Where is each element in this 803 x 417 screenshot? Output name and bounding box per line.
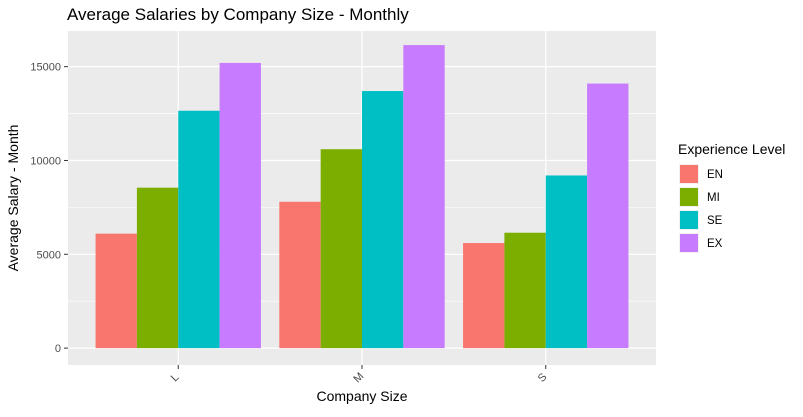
legend-swatch-ex xyxy=(680,234,698,252)
y-tick-label: 15000 xyxy=(30,62,61,74)
bar-se-s xyxy=(545,175,588,349)
bar-mi-l xyxy=(136,187,179,349)
y-tick-label: 0 xyxy=(55,343,61,355)
y-axis: 0 5000 10000 15000 xyxy=(30,62,68,355)
bar-se-l xyxy=(178,110,220,349)
x-tick-label: M xyxy=(351,370,366,385)
bar-ex-m xyxy=(403,45,445,349)
legend-swatch-en xyxy=(680,165,698,183)
bar-en-l xyxy=(95,233,137,349)
bar-se-m xyxy=(362,91,404,349)
bar-ex-l xyxy=(219,62,261,349)
y-tick-label: 10000 xyxy=(30,155,61,167)
legend-title: Experience Level xyxy=(678,141,785,157)
x-axis-title: Company Size xyxy=(316,388,407,404)
legend-label-en: EN xyxy=(707,169,723,181)
legend: Experience Level EN MI SE EX xyxy=(678,141,785,253)
bar-en-m xyxy=(279,201,321,349)
bar-mi-s xyxy=(504,232,546,349)
y-axis-title: Average Salary - Month xyxy=(5,125,21,272)
y-tick-label: 5000 xyxy=(37,249,61,261)
x-tick-label: L xyxy=(169,371,182,384)
legend-label-se: SE xyxy=(707,215,723,227)
legend-label-mi: MI xyxy=(707,192,720,204)
bar-ex-s xyxy=(587,83,629,349)
bar-en-s xyxy=(463,243,505,349)
chart-title: Average Salaries by Company Size - Month… xyxy=(67,5,409,24)
legend-swatch-mi xyxy=(680,188,698,206)
bars xyxy=(95,45,629,349)
legend-swatch-se xyxy=(680,211,698,229)
legend-items: EN MI SE EX xyxy=(679,164,723,253)
legend-label-ex: EX xyxy=(707,238,723,250)
x-tick-label: S xyxy=(536,371,550,385)
bar-mi-m xyxy=(320,149,362,349)
